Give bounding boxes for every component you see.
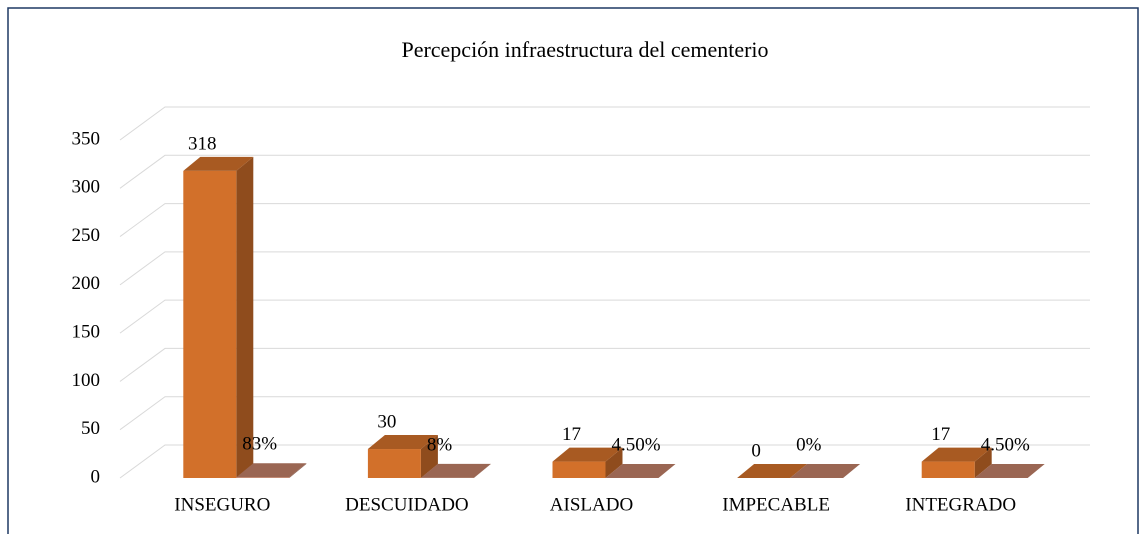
- bar: [790, 464, 861, 478]
- y-tick-label: 300: [72, 177, 101, 198]
- bar-front: [921, 461, 975, 478]
- bar-side: [473, 463, 491, 478]
- bar-front: [183, 170, 237, 478]
- y-tick-label: 50: [81, 418, 100, 439]
- bar-top: [921, 447, 992, 462]
- grid-line: [119, 347, 1090, 382]
- value-label: 83%: [242, 434, 277, 455]
- value-label: 17: [562, 424, 581, 445]
- x-tick-label: INTEGRADO: [905, 494, 1016, 515]
- grid-line: [119, 444, 1090, 479]
- grid-line: [119, 251, 1090, 286]
- bar-side: [420, 435, 438, 478]
- bar-side: [1027, 463, 1045, 478]
- bar-side: [289, 463, 307, 478]
- bar-top: [183, 156, 254, 171]
- x-tick-label: AISLADO: [550, 494, 633, 515]
- y-tick-label: 350: [72, 128, 101, 149]
- value-label: 318: [188, 133, 217, 154]
- bar-top: [236, 463, 307, 478]
- bar-top: [790, 464, 861, 478]
- bar-front: [236, 477, 290, 478]
- bar: [974, 463, 1045, 478]
- grid-line: [119, 299, 1090, 334]
- x-tick-label: IMPECABLE: [722, 494, 830, 515]
- bar: [420, 463, 491, 478]
- bar-top: [367, 435, 438, 450]
- value-label: 8%: [427, 434, 453, 455]
- value-label: 17: [931, 424, 950, 445]
- bar-top: [737, 464, 808, 478]
- bar-side: [974, 447, 992, 478]
- bar-side: [658, 463, 676, 478]
- bar-top: [552, 447, 623, 462]
- frame: [7, 7, 1139, 534]
- bar: [552, 447, 623, 478]
- bar-top: [974, 463, 1045, 478]
- value-label: 30: [377, 411, 396, 432]
- grid-line: [119, 106, 1090, 141]
- y-tick-label: 250: [72, 225, 101, 246]
- value-label: 4.50%: [612, 434, 661, 455]
- y-tick-label: 150: [72, 322, 101, 343]
- value-label: 0: [751, 440, 761, 461]
- bar: [737, 464, 808, 478]
- bar: [236, 463, 307, 478]
- bar-top: [420, 463, 491, 478]
- x-tick-label: DESCUIDADO: [345, 494, 469, 515]
- bar: [605, 463, 676, 478]
- bar-side: [236, 156, 254, 478]
- y-tick-label: 0: [91, 466, 101, 487]
- bar: [183, 156, 254, 478]
- bar-front: [367, 449, 421, 478]
- chart-title: Percepción infraestructura del cementeri…: [401, 37, 768, 62]
- y-tick-label: 200: [72, 273, 101, 294]
- value-label: 4.50%: [981, 434, 1030, 455]
- bar-front: [552, 461, 606, 478]
- value-label: 0%: [796, 434, 822, 455]
- bar-top: [605, 463, 676, 478]
- bar: [367, 435, 438, 478]
- x-tick-label: INSEGURO: [174, 494, 270, 515]
- bar-side: [605, 447, 623, 478]
- y-tick-label: 100: [72, 370, 101, 391]
- grid-line: [119, 154, 1090, 189]
- grid-line: [119, 396, 1090, 431]
- bar: [921, 447, 992, 478]
- grid-line: [119, 203, 1090, 237]
